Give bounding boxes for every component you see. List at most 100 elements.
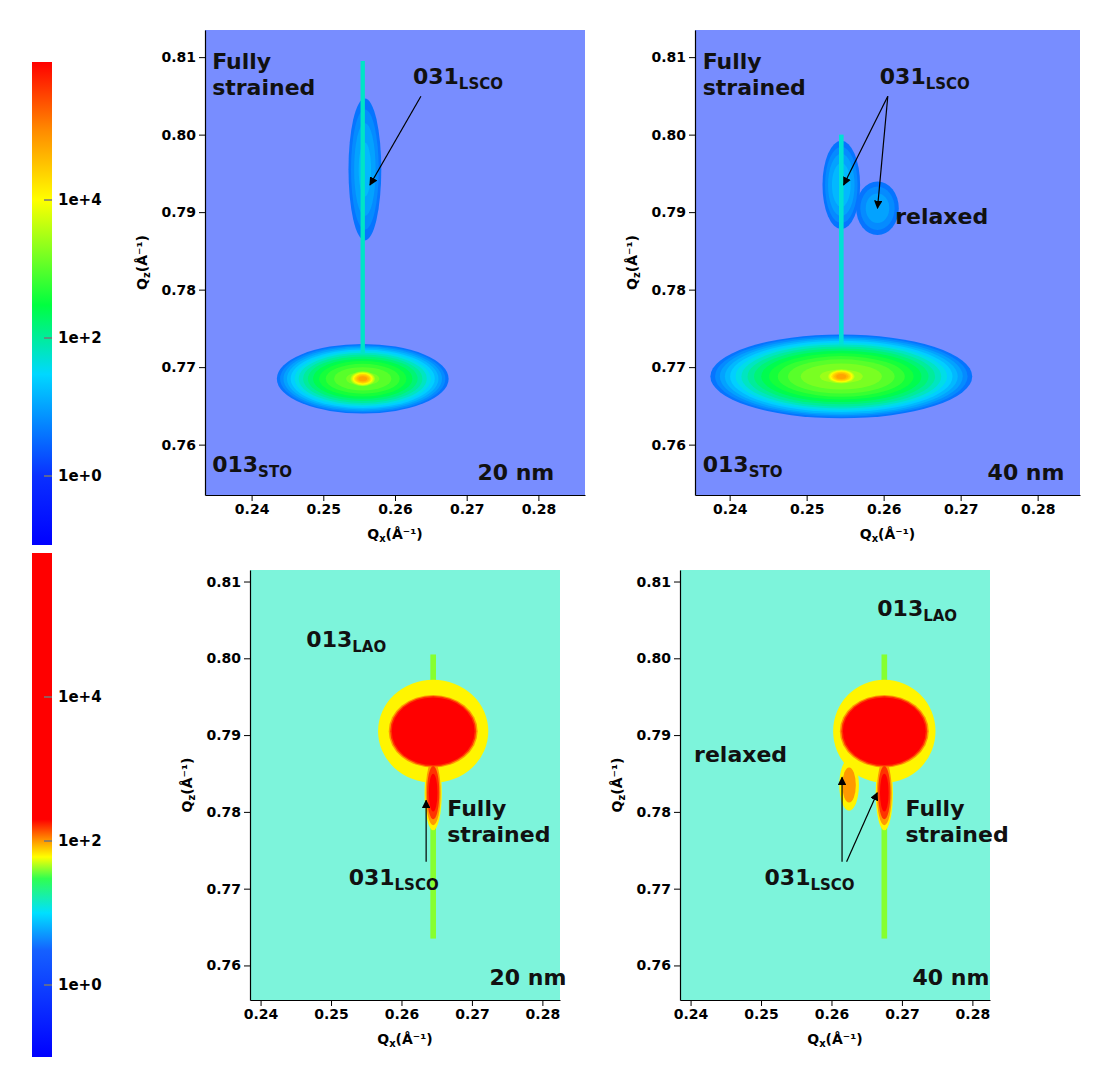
tick: 0.26 <box>867 495 902 517</box>
axis-line <box>680 571 681 1001</box>
peak-contour <box>878 766 890 819</box>
annotation-main: 031 <box>413 64 459 89</box>
annotation-main: 013 <box>703 452 749 477</box>
tick: 0.27 <box>885 1000 920 1022</box>
tick-mark <box>199 290 205 291</box>
tick-label: 0.26 <box>815 1006 850 1022</box>
peak-contour <box>873 722 896 741</box>
tick-label: 0.76 <box>206 957 241 973</box>
colorbar-tick <box>44 475 52 477</box>
axis-line <box>251 1000 561 1001</box>
tick: 0.76 <box>161 437 205 453</box>
tick-label: 0.27 <box>885 1006 920 1022</box>
annotation-line: strained <box>212 75 315 100</box>
annotation-sub: LAO <box>352 638 386 656</box>
tick-label: 0.78 <box>206 804 241 820</box>
tick: 0.27 <box>450 495 485 517</box>
axis-line <box>695 31 696 496</box>
tick-mark <box>244 965 250 966</box>
annotation: 20 nm <box>490 965 567 990</box>
tick-label: 0.77 <box>636 881 671 897</box>
tick: 0.28 <box>526 1000 561 1022</box>
peak-contour <box>287 348 439 409</box>
peak-contour <box>769 353 914 399</box>
tick-mark <box>199 367 205 368</box>
tick: 0.76 <box>651 437 695 453</box>
annotation: relaxed <box>694 742 787 767</box>
peak-contour <box>852 705 917 758</box>
tick: 0.79 <box>206 727 250 743</box>
tick: 0.25 <box>314 1000 349 1022</box>
annotation-line: strained <box>447 822 550 847</box>
tick-mark <box>199 57 205 58</box>
tick-label: 0.25 <box>307 501 342 517</box>
annotation-sub: STO <box>258 463 292 481</box>
axis-title: Qz(Å⁻¹) <box>134 235 152 290</box>
peak-contour <box>350 372 375 386</box>
annotation: 013LAO <box>306 627 386 656</box>
tick-mark <box>689 367 695 368</box>
peak-contour <box>841 696 927 766</box>
tick-label: 0.76 <box>161 437 196 453</box>
panel: 0.240.250.260.270.280.760.770.780.790.80… <box>206 570 560 1022</box>
tick-mark <box>199 445 205 446</box>
axis-title-base: Q <box>624 278 640 290</box>
background <box>695 30 1080 495</box>
tick-label: 0.28 <box>526 1006 561 1022</box>
annotation: Fully strained <box>905 796 1008 847</box>
tick-mark <box>199 212 205 213</box>
tick-mark <box>244 658 250 659</box>
tick-label: 0.81 <box>651 49 686 65</box>
peak-contour <box>358 376 367 381</box>
tick-mark <box>674 735 680 736</box>
annotation: 031LSCO <box>880 64 970 93</box>
tick-mark <box>244 812 250 813</box>
tick-label: 0.79 <box>636 727 671 743</box>
axis-title-unit: (Å⁻¹) <box>386 526 423 542</box>
peak-contour <box>403 706 464 756</box>
tick-label: 0.28 <box>522 501 557 517</box>
tick-label: 0.81 <box>161 49 196 65</box>
tick-label: 0.26 <box>385 1006 420 1022</box>
tick: 0.81 <box>206 573 250 589</box>
annotation-line: Fully <box>212 49 279 74</box>
tick: 0.24 <box>674 1000 709 1022</box>
tick-mark <box>689 290 695 291</box>
axis-line <box>250 571 251 1001</box>
axis-title-base: Q <box>860 526 872 542</box>
tick-mark <box>244 582 250 583</box>
x-axis: 0.240.250.260.270.28 <box>674 1000 991 1022</box>
annotation-sub: LSCO <box>395 876 439 894</box>
annotation-main: 031 <box>765 865 811 890</box>
peak-contour <box>405 708 461 754</box>
arrow <box>841 777 842 862</box>
annotation: Fully strained <box>447 796 550 847</box>
panel: 0.240.250.260.270.280.760.770.780.790.80… <box>636 570 990 1022</box>
annotation-line: Fully <box>447 796 514 821</box>
axis-title: Qx(Å⁻¹) <box>377 1031 433 1049</box>
tick-label: 0.28 <box>1021 501 1056 517</box>
axis-title: Qz(Å⁻¹) <box>179 758 197 813</box>
axis-title: Qz(Å⁻¹) <box>624 235 642 290</box>
annotation-main: 013 <box>212 452 258 477</box>
arrow <box>877 96 887 208</box>
peak-contour <box>429 774 438 812</box>
background <box>250 570 560 1000</box>
tick: 0.28 <box>522 495 557 517</box>
annotation-line: strained <box>703 75 806 100</box>
peak-contour <box>820 370 863 384</box>
tick-label: 0.81 <box>636 573 671 589</box>
peak-contour <box>355 374 370 383</box>
tick: 0.80 <box>636 650 680 666</box>
tick-mark <box>689 445 695 446</box>
peak-contour <box>308 357 418 401</box>
peak-contour <box>351 372 374 385</box>
annotation-sub: LSCO <box>926 75 970 93</box>
tick: 0.24 <box>235 495 270 517</box>
tick-label: 0.80 <box>161 127 196 143</box>
tick: 0.24 <box>244 1000 279 1022</box>
tick-label: 0.79 <box>651 204 686 220</box>
colorbar-tick-label: 1e+4 <box>58 191 102 209</box>
tick: 0.81 <box>651 49 695 65</box>
axis-title-base: Q <box>609 800 625 812</box>
